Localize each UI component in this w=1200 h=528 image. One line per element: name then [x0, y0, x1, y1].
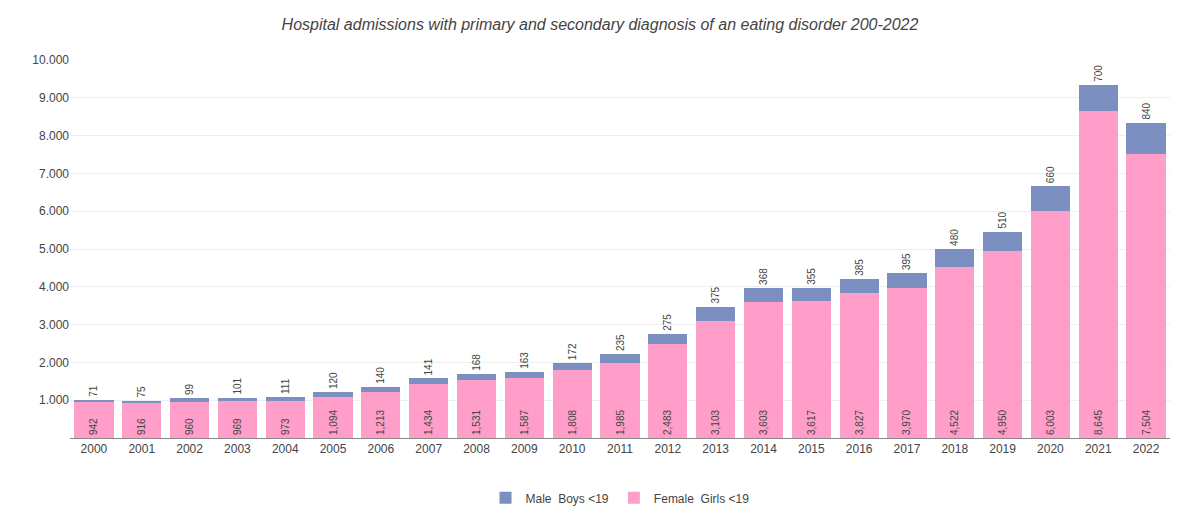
svg-text:2012: 2012 — [654, 442, 681, 456]
svg-text:1,531: 1,531 — [471, 410, 482, 435]
svg-text:6,003: 6,003 — [1045, 410, 1056, 435]
svg-text:2009: 2009 — [511, 442, 538, 456]
svg-text:8,645: 8,645 — [1093, 410, 1104, 435]
svg-text:3,970: 3,970 — [901, 410, 912, 435]
svg-text:71: 71 — [88, 385, 99, 397]
svg-text:172: 172 — [567, 343, 578, 360]
svg-text:2015: 2015 — [798, 442, 825, 456]
svg-text:3.000: 3.000 — [39, 318, 69, 332]
svg-text:1,985: 1,985 — [615, 410, 626, 435]
svg-text:4.000: 4.000 — [39, 280, 69, 294]
svg-text:2019: 2019 — [989, 442, 1016, 456]
svg-text:375: 375 — [710, 286, 721, 303]
svg-text:7.000: 7.000 — [39, 167, 69, 181]
svg-text:916: 916 — [136, 418, 147, 435]
svg-text:9.000: 9.000 — [39, 91, 69, 105]
svg-text:2022: 2022 — [1133, 442, 1160, 456]
svg-text:6.000: 6.000 — [39, 204, 69, 218]
svg-text:1,213: 1,213 — [375, 410, 386, 435]
svg-text:10.000: 10.000 — [32, 53, 69, 67]
svg-text:960: 960 — [184, 418, 195, 435]
svg-text:2002: 2002 — [176, 442, 203, 456]
svg-text:163: 163 — [519, 352, 530, 369]
svg-text:942: 942 — [88, 418, 99, 435]
svg-text:Female Girls <19: Female Girls <19 — [654, 492, 749, 506]
svg-text:2005: 2005 — [320, 442, 347, 456]
svg-text:2006: 2006 — [368, 442, 395, 456]
svg-text:2011: 2011 — [607, 442, 633, 456]
svg-text:3,103: 3,103 — [710, 410, 721, 435]
svg-text:1.000: 1.000 — [39, 393, 69, 407]
svg-text:235: 235 — [615, 334, 626, 351]
svg-text:660: 660 — [1045, 166, 1056, 183]
svg-text:395: 395 — [901, 253, 912, 270]
svg-text:840: 840 — [1141, 102, 1152, 119]
svg-text:4,522: 4,522 — [949, 410, 960, 435]
svg-text:2000: 2000 — [81, 442, 108, 456]
svg-text:2018: 2018 — [941, 442, 968, 456]
svg-text:2.000: 2.000 — [39, 356, 69, 370]
svg-text:2020: 2020 — [1037, 442, 1064, 456]
svg-text:2010: 2010 — [559, 442, 586, 456]
svg-text:8.000: 8.000 — [39, 129, 69, 143]
svg-text:969: 969 — [232, 418, 243, 435]
svg-text:1,587: 1,587 — [519, 410, 530, 435]
svg-text:700: 700 — [1093, 65, 1104, 82]
svg-text:480: 480 — [949, 229, 960, 246]
svg-text:2003: 2003 — [224, 442, 251, 456]
svg-text:2017: 2017 — [894, 442, 921, 456]
svg-text:4,950: 4,950 — [997, 410, 1008, 435]
svg-text:275: 275 — [662, 314, 673, 331]
svg-text:510: 510 — [997, 211, 1008, 228]
svg-text:2,483: 2,483 — [662, 410, 673, 435]
svg-text:973: 973 — [280, 418, 291, 435]
svg-text:120: 120 — [328, 372, 339, 389]
svg-text:2013: 2013 — [702, 442, 729, 456]
svg-text:140: 140 — [375, 367, 386, 384]
svg-text:385: 385 — [854, 259, 865, 276]
svg-text:2008: 2008 — [463, 442, 490, 456]
svg-text:3,617: 3,617 — [806, 410, 817, 435]
svg-text:1,808: 1,808 — [567, 410, 578, 435]
svg-text:3,827: 3,827 — [854, 410, 865, 435]
svg-text:111: 111 — [280, 378, 291, 394]
svg-text:3,603: 3,603 — [758, 410, 769, 435]
svg-text:2014: 2014 — [750, 442, 777, 456]
svg-text:2016: 2016 — [846, 442, 873, 456]
svg-text:1,434: 1,434 — [423, 410, 434, 435]
svg-text:Hospital admissions with prima: Hospital admissions with primary and sec… — [282, 16, 919, 33]
svg-text:141: 141 — [423, 358, 434, 375]
svg-text:101: 101 — [232, 377, 243, 394]
svg-text:355: 355 — [806, 268, 817, 285]
svg-text:1,094: 1,094 — [328, 410, 339, 435]
svg-text:2004: 2004 — [272, 442, 299, 456]
svg-text:368: 368 — [758, 268, 769, 285]
svg-text:2001: 2001 — [128, 442, 155, 456]
svg-text:Male Boys <19: Male Boys <19 — [526, 492, 609, 506]
svg-text:168: 168 — [471, 354, 482, 371]
svg-text:7,504: 7,504 — [1141, 410, 1152, 435]
svg-text:5.000: 5.000 — [39, 242, 69, 256]
svg-text:75: 75 — [136, 386, 147, 398]
svg-text:2021: 2021 — [1085, 442, 1112, 456]
svg-text:2007: 2007 — [415, 442, 442, 456]
svg-text:99: 99 — [184, 383, 195, 395]
